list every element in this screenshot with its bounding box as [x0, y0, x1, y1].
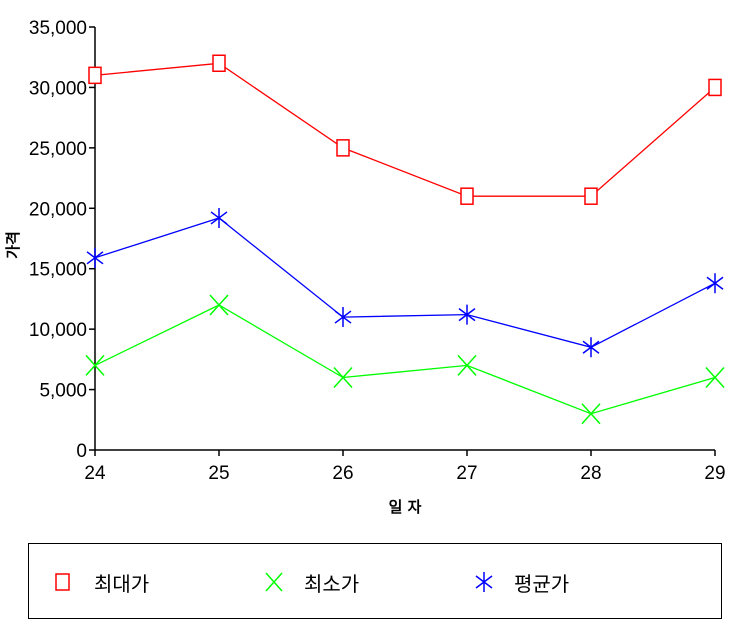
asterisk-marker [706, 273, 724, 294]
asterisk-marker [458, 304, 476, 325]
legend: 최대가 최소가 평균가 [28, 543, 722, 619]
x-marker [333, 366, 353, 388]
x-tick-label: 25 [208, 463, 229, 484]
square-marker [212, 54, 226, 73]
asterisk-marker [334, 307, 352, 328]
x-tick-label: 26 [332, 463, 353, 484]
y-tick-label: 35,000 [29, 18, 87, 39]
y-tick-label: 0 [76, 441, 87, 462]
square-marker [336, 139, 350, 157]
legend-item-avg: 평균가 [474, 544, 569, 620]
series-line [94, 217, 716, 348]
x-marker [85, 354, 105, 376]
y-tick-label: 20,000 [29, 199, 87, 220]
x-tick-label: 27 [456, 463, 477, 484]
x-axis-title: 일 자 [389, 498, 422, 516]
square-marker-icon [54, 572, 74, 592]
square-marker [88, 66, 102, 85]
y-axis-title: 가격 [4, 231, 22, 259]
square-marker [584, 187, 598, 205]
y-tick-label: 30,000 [29, 78, 87, 99]
series-0 [88, 54, 722, 205]
asterisk-marker-icon [474, 572, 494, 592]
series-layer [85, 54, 725, 425]
series-line [94, 304, 716, 415]
legend-item-max: 최대가 [54, 544, 149, 620]
line-chart: 0 5,000 10,000 15,000 20,000 25,000 30,000 35,0… [4, 18, 726, 516]
axes: 0 5,000 10,000 15,000 20,000 25,000 30,000 35,0… [29, 18, 726, 484]
x-tick-label: 29 [704, 463, 725, 484]
square-marker [460, 187, 474, 205]
x-marker-icon [264, 572, 284, 592]
x-marker [581, 403, 601, 425]
legend-label-min: 최소가 [304, 571, 360, 596]
asterisk-marker [86, 247, 104, 268]
x-marker [705, 366, 725, 388]
series-1 [85, 294, 725, 425]
x-tick-label: 28 [580, 463, 601, 484]
y-tick-label: 15,000 [29, 260, 87, 281]
x-marker [209, 294, 229, 316]
x-tick-label: 24 [84, 463, 106, 484]
legend-label-avg: 평균가 [514, 571, 570, 596]
y-tick-label: 25,000 [29, 139, 87, 160]
y-tick-label: 5,000 [39, 381, 87, 402]
asterisk-marker [210, 207, 228, 228]
series-line [94, 62, 716, 197]
legend-label-max: 최대가 [94, 571, 150, 596]
legend-item-min: 최소가 [264, 544, 359, 620]
asterisk-marker [582, 337, 600, 358]
x-marker [457, 354, 477, 376]
y-tick-label: 10,000 [29, 320, 87, 341]
square-marker [708, 78, 722, 97]
series-2 [86, 207, 724, 358]
